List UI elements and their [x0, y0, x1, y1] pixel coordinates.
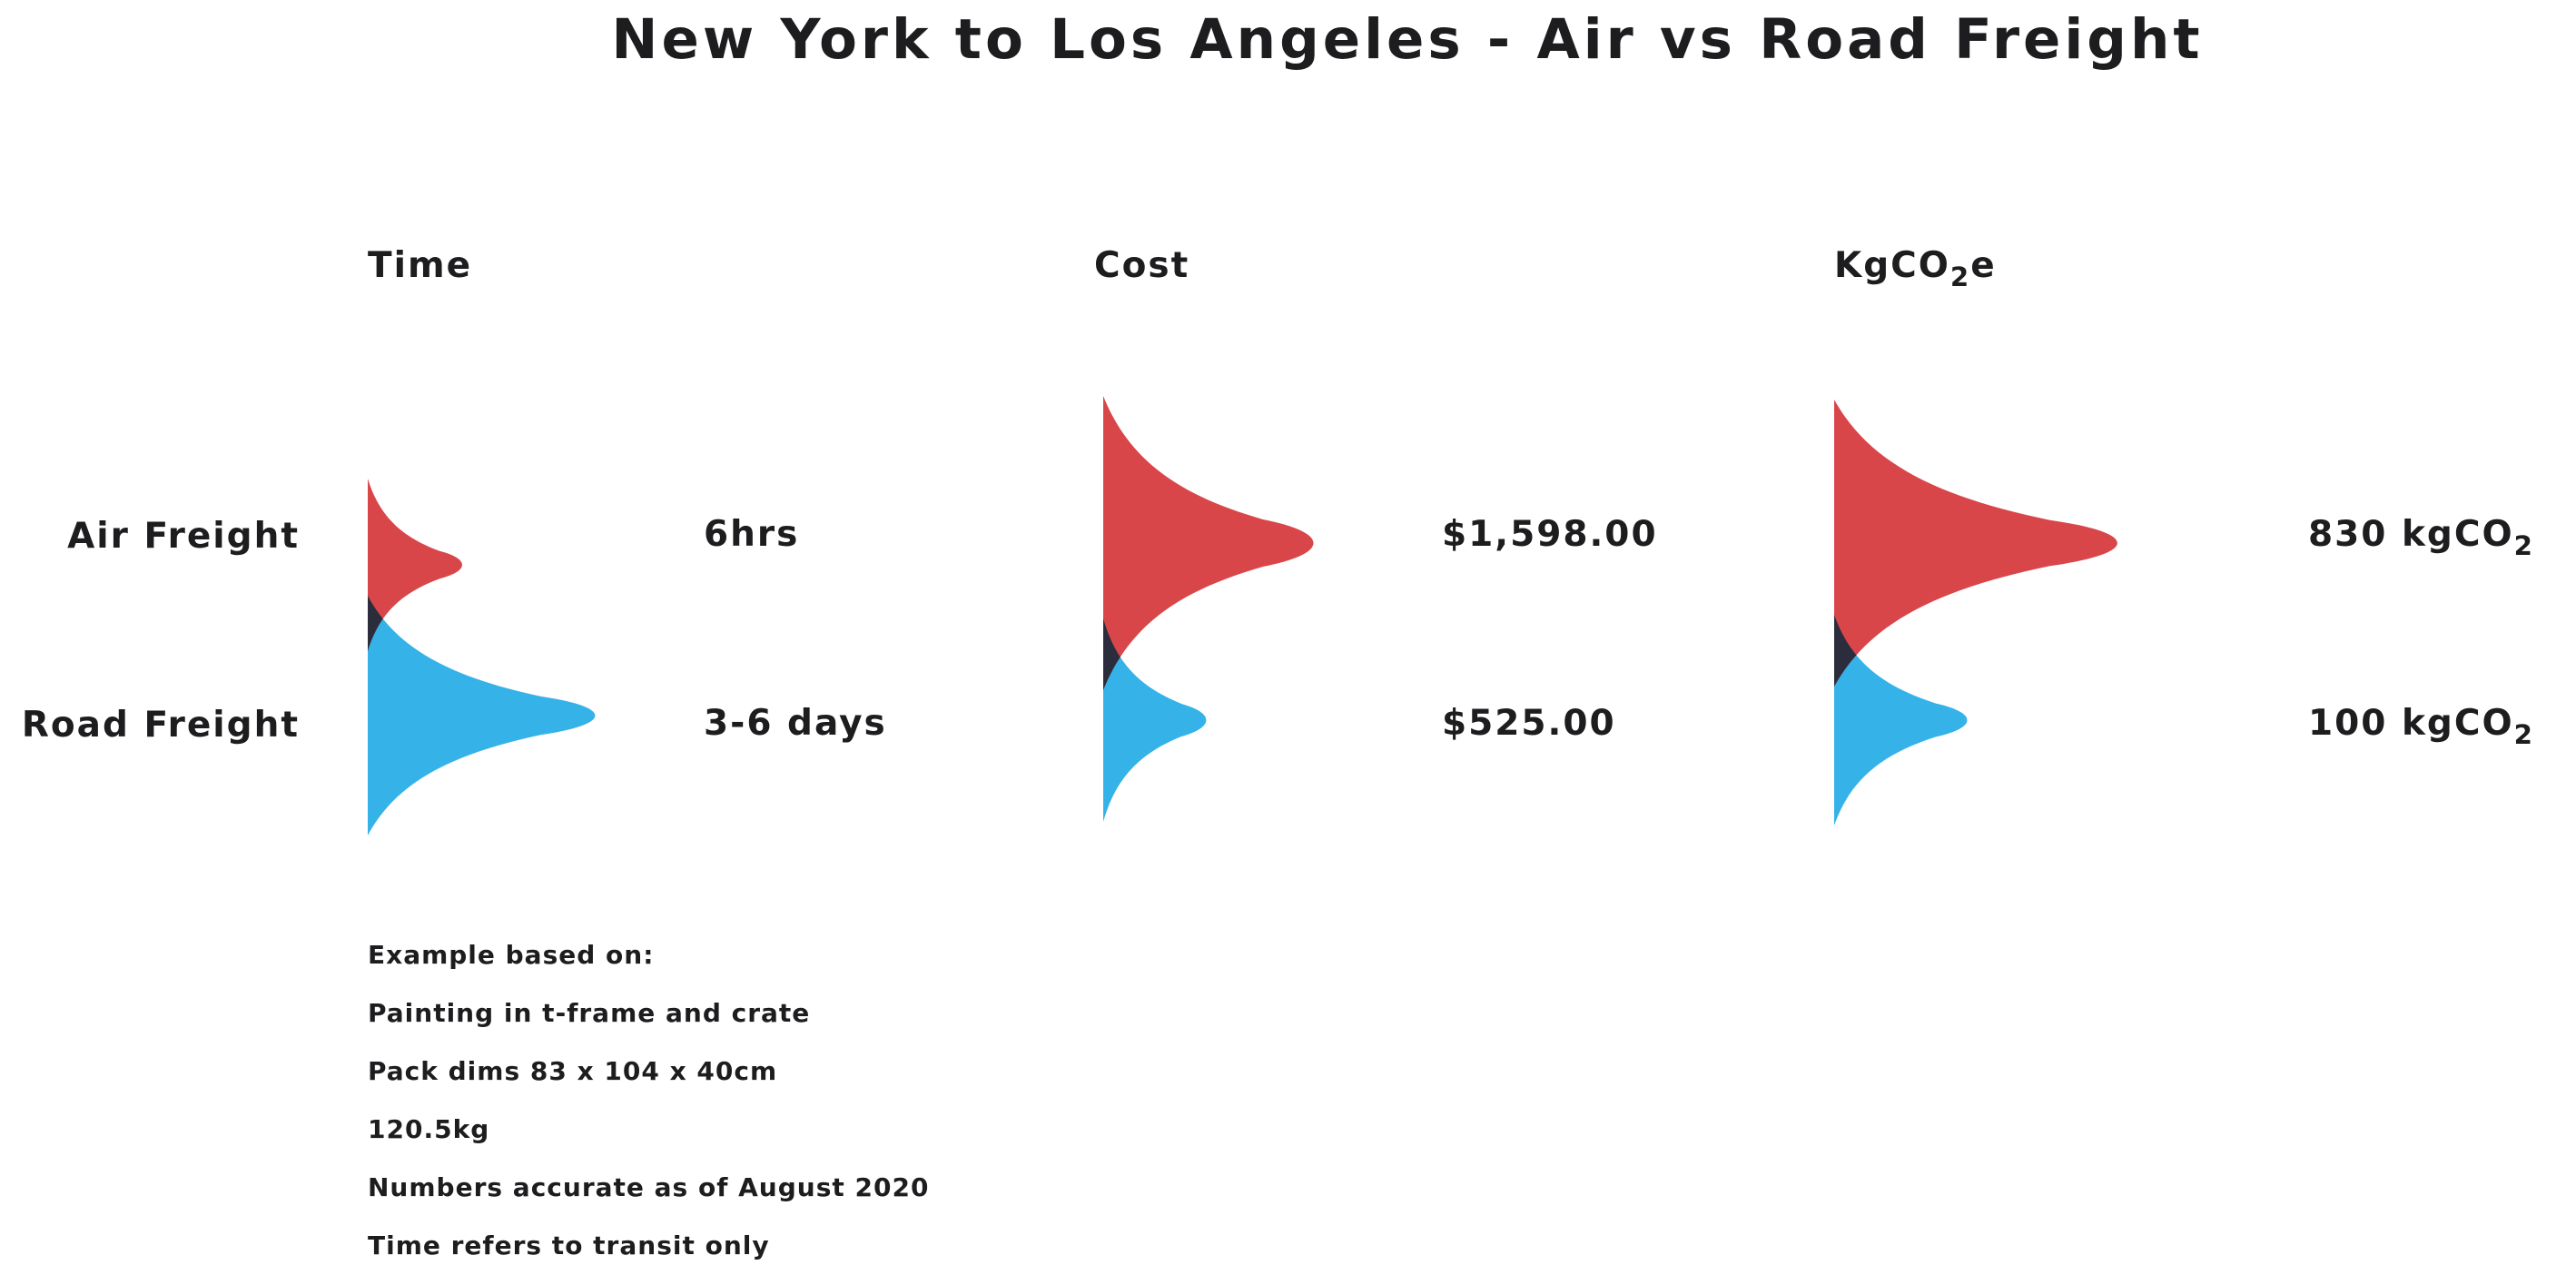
- road-freight-shape-cost: [1103, 618, 1207, 822]
- value-cost-road: $525.00: [1442, 703, 1616, 744]
- value-emissions-air-subscript: 2: [2513, 530, 2534, 562]
- column-title-cost: Cost: [1094, 245, 1189, 286]
- note-line: Numbers accurate as of August 2020: [368, 1172, 930, 1202]
- value-emissions-road-subscript: 2: [2513, 719, 2534, 751]
- column-title-emissions-text: KgCO: [1834, 245, 1950, 286]
- air-freight-shape-cost: [1103, 396, 1314, 690]
- note-line: Time refers to transit only: [368, 1231, 770, 1260]
- value-emissions-road: 100 kgCO2: [2308, 703, 2534, 748]
- column-title-emissions-subscript: 2: [1949, 262, 1971, 293]
- column-title-emissions: KgCO2e: [1834, 245, 1997, 291]
- value-emissions-road-text: 100 kgCO: [2308, 703, 2514, 744]
- value-cost-air: $1,598.00: [1442, 514, 1658, 555]
- value-time-road-text: 3-6 days: [704, 703, 887, 744]
- note-line: Pack dims 83 x 104 x 40cm: [368, 1056, 778, 1086]
- value-time-air: 6hrs: [704, 514, 799, 555]
- note-line: Painting in t-frame and crate: [368, 998, 811, 1028]
- row-label-air-freight: Air Freight: [67, 516, 300, 557]
- note-line: 120.5kg: [368, 1114, 490, 1144]
- value-time-air-text: 6hrs: [704, 514, 800, 555]
- value-emissions-air: 830 kgCO2: [2308, 514, 2534, 559]
- air-freight-shape-emissions: [1834, 400, 2117, 687]
- column-title-time-text: Time: [368, 245, 473, 286]
- road-freight-shape-time: [368, 596, 596, 835]
- column-title-time: Time: [368, 245, 472, 286]
- air-freight-shape-time: [368, 479, 462, 651]
- value-cost-air-text: $1,598.00: [1442, 514, 1658, 555]
- chart-title: New York to Los Angeles - Air vs Road Fr…: [611, 7, 2204, 72]
- value-emissions-air-text: 830 kgCO: [2308, 514, 2514, 555]
- road-freight-shape-emissions: [1834, 615, 1968, 825]
- note-line: Example based on:: [368, 940, 655, 970]
- notes-block: Example based on: Painting in t-frame an…: [368, 926, 929, 1275]
- row-label-road-freight: Road Freight: [21, 705, 300, 746]
- column-title-emissions-suffix: e: [1970, 245, 1997, 286]
- value-cost-road-text: $525.00: [1442, 703, 1616, 744]
- value-time-road: 3-6 days: [704, 703, 887, 744]
- column-title-cost-text: Cost: [1094, 245, 1190, 286]
